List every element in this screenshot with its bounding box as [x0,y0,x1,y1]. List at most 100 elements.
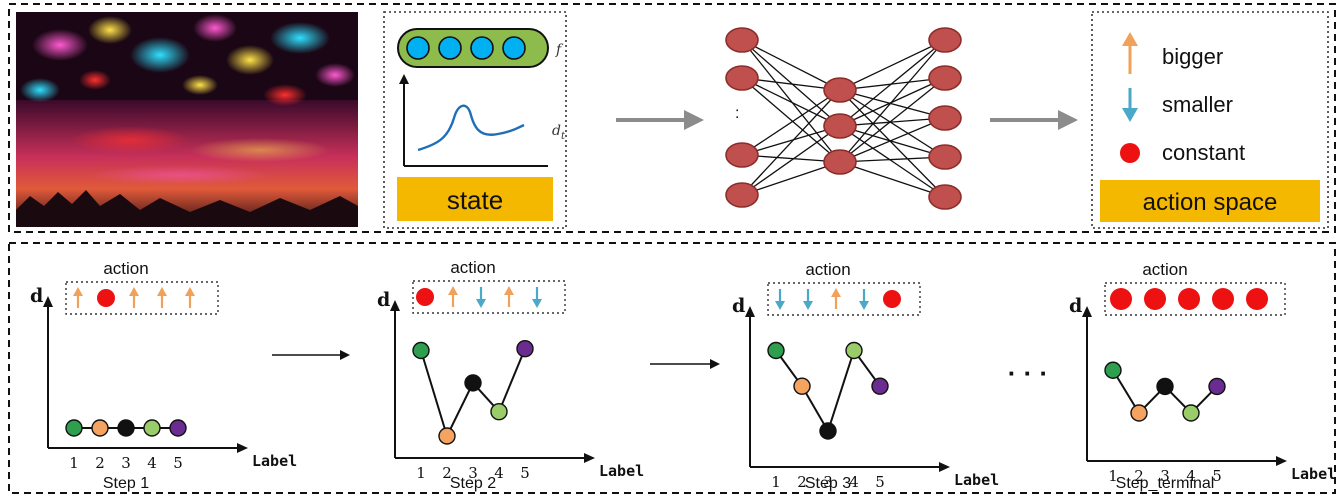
network-node [928,105,962,131]
network-node [823,113,857,139]
network-edge [839,77,946,163]
y-axis-arrowhead [43,296,53,307]
x-axis-arrowhead [584,453,595,463]
axis-y-label: d [732,295,745,317]
x-tick-label: 4 [147,454,157,472]
network-edge [839,117,946,127]
up-arrow-icon [73,287,83,308]
up-arrow-icon [448,286,458,307]
x-axis-arrowhead [939,462,950,472]
state-label-bar [397,177,553,221]
network-edge [839,39,946,91]
action-label: action [450,258,495,277]
bottom-panel-frame [8,242,1336,494]
x-tick-label: 5 [173,454,183,472]
axis-x-label: Label [252,452,297,470]
data-point [91,419,109,437]
feature-vector [397,28,549,68]
x-axis-arrowhead [1276,456,1287,466]
red-dot-icon [1110,288,1132,310]
up-arrow-icon [1122,32,1138,74]
network-node [725,182,759,208]
action-box [1104,282,1286,316]
action-label: action [805,260,850,279]
x-tick-label: 4 [494,464,504,482]
network-node [928,144,962,170]
data-point [767,341,785,360]
red-dot-icon [1144,288,1166,310]
x-tick-label: 2 [442,464,452,482]
x-tick-label: 4 [1186,467,1196,485]
feature-symbol: f [555,42,564,58]
network-node [823,77,857,103]
x-tick-label: 2 [95,454,105,472]
x-tick-label: 3 [823,473,833,491]
network-ellipsis: : [735,105,739,122]
network-edge [741,89,841,156]
network-node [725,142,759,168]
x-tick-label: 2 [1134,467,1144,485]
action-space-label-bar [1100,180,1320,222]
network-edge [741,39,841,91]
flow-arrow-to-network [616,110,704,130]
step-arrow-2 [650,359,720,369]
up-arrow-icon [831,288,841,309]
x-tick-label: 3 [121,454,131,472]
network-node [928,65,962,91]
down-arrow-icon [1122,88,1138,122]
data-point [117,419,135,437]
y-axis-arrowhead [1082,306,1092,317]
up-arrow-icon [157,287,167,308]
red-dot-icon [1120,143,1140,163]
x-tick-label: 2 [797,473,807,491]
network-edge [839,77,946,127]
data-point [1130,404,1148,422]
red-dot-icon [883,290,901,308]
down-arrow-icon [803,289,813,310]
step-caption: Step 1 [103,475,149,492]
network-edge [839,125,946,198]
data-point [464,374,482,392]
step-panel-1: action d Label 1 2 3 4 5 Step 1 [30,259,297,492]
legend-constant-label: constant [1162,140,1245,165]
x-tick-label: 3 [1160,467,1170,485]
network-edge [839,156,946,163]
network-edge [741,125,841,196]
series-line [420,348,526,439]
step-panel-2: action d Label 1 2 3 4 5 Step 2 [377,258,644,492]
network-node [823,149,857,175]
down-arrow-icon [775,289,785,310]
state-box-frame [383,11,567,229]
data-point [1208,377,1226,396]
network-edge [741,161,841,196]
network-edge [839,125,946,158]
series-line [775,348,881,434]
red-dot-icon [416,288,434,306]
axis-x-label: Label [1291,465,1336,483]
step-caption: Step_terminal [1116,475,1215,492]
network-edge [839,77,946,91]
legend-bigger-label: bigger [1162,44,1223,69]
red-dot-icon [1178,288,1200,310]
red-dot-icon [1246,288,1268,310]
data-point [516,340,534,358]
data-point [412,341,430,360]
x-tick-label: 1 [69,454,79,472]
x-tick-label: 5 [875,473,885,491]
axis-y-label: d [30,285,43,307]
red-dot-icon [97,289,115,307]
step-panel-3: action d Label 1 2 3 4 5 Step 3 [732,260,999,492]
network-edge [839,39,946,127]
action-box [767,282,921,316]
y-axis-arrowhead [390,300,400,311]
action-box [65,281,219,315]
axis-y-label: d [377,289,390,311]
state-label: state [447,185,503,215]
data-point [1156,377,1174,396]
data-point [65,419,83,437]
red-dot-icon [1212,288,1234,310]
action-space-label: action space [1143,189,1278,216]
data-point [438,427,456,445]
